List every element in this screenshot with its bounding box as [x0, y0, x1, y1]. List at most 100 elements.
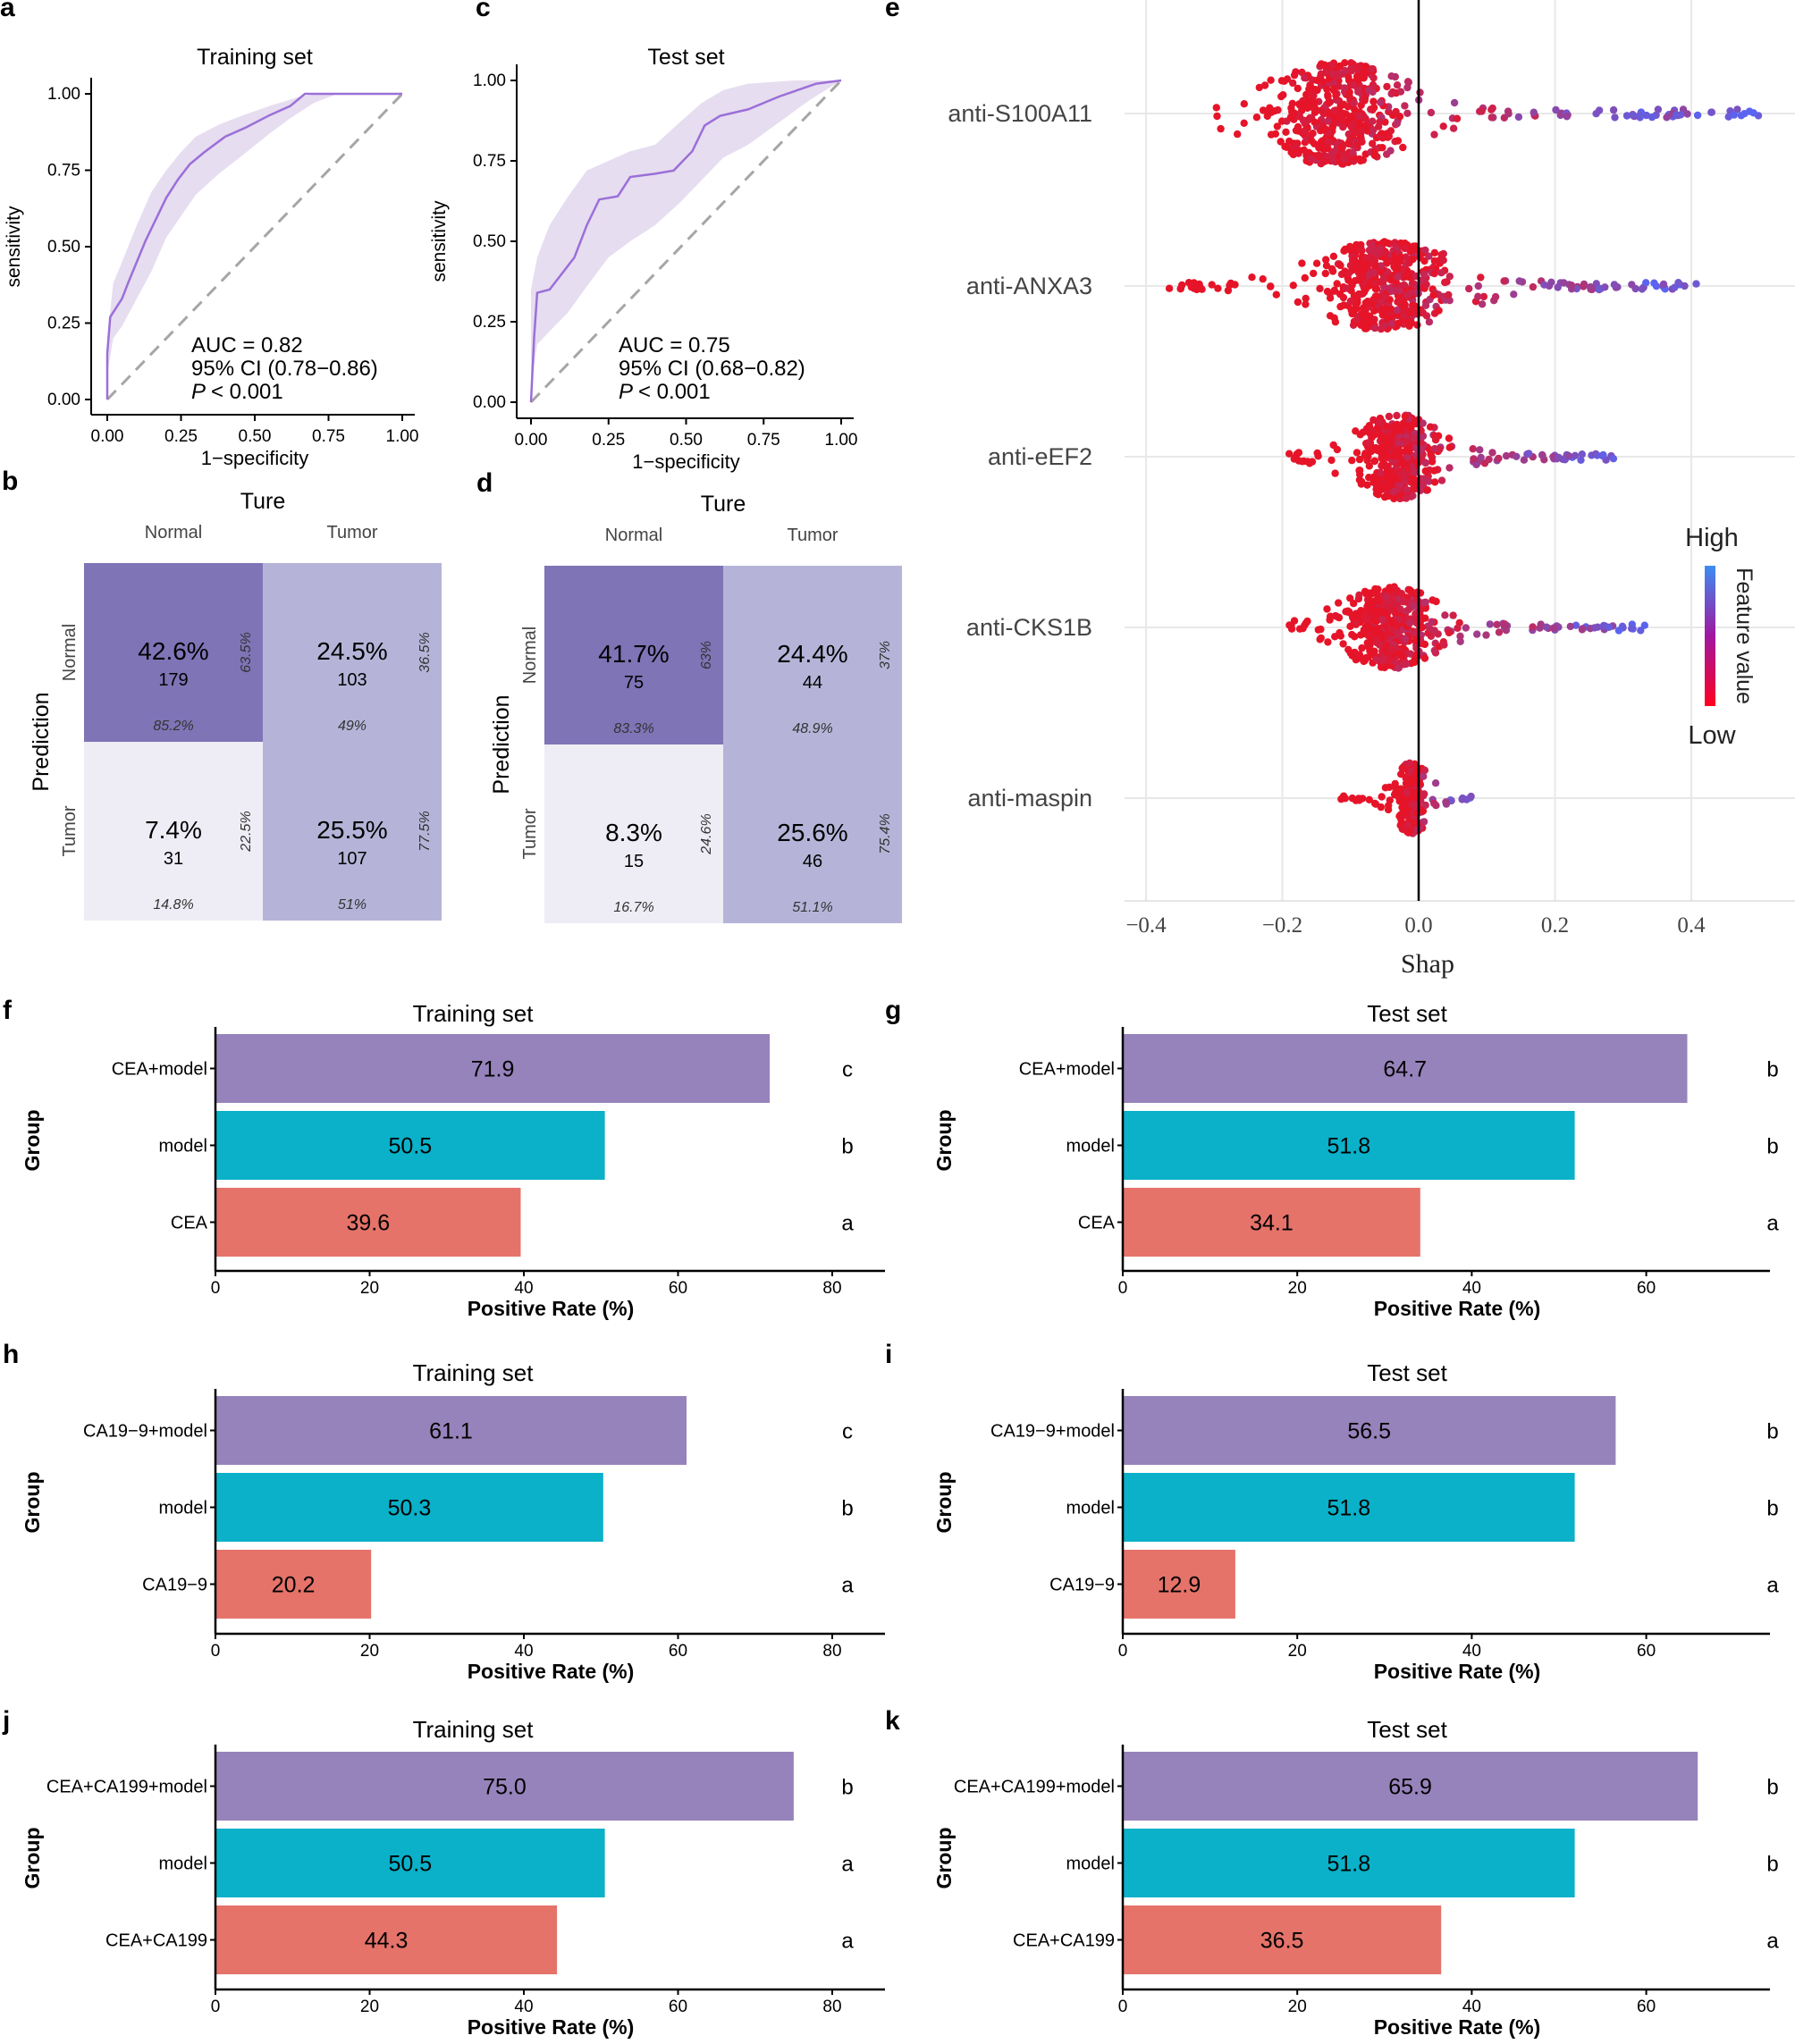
x-tick-label: 20 — [1288, 1998, 1307, 2016]
shap-dot — [1373, 292, 1382, 300]
shap-dot — [1407, 424, 1415, 432]
shap-dot — [1493, 620, 1501, 628]
shap-dot — [1419, 480, 1428, 489]
x-tick-label: 20 — [1288, 1642, 1307, 1661]
shap-dot — [1380, 608, 1388, 617]
significance-letter: c — [842, 1420, 853, 1444]
shap-dot — [1285, 621, 1294, 629]
shap-dot — [1376, 248, 1384, 257]
shap-dot — [1348, 612, 1357, 620]
shap-dot — [1356, 290, 1365, 299]
shap-dot — [1399, 596, 1408, 605]
significance-letter: a — [841, 1212, 854, 1236]
shap-dot — [1449, 124, 1458, 132]
shap-dot — [1404, 78, 1413, 87]
x-tick-label: 1.00 — [825, 431, 858, 450]
shap-dot — [1420, 257, 1428, 265]
shap-dot — [1301, 73, 1309, 82]
shap-dot — [1409, 255, 1417, 264]
shap-dot — [1267, 282, 1275, 290]
shap-dot — [1421, 467, 1429, 475]
shap-dot — [1502, 451, 1511, 460]
shap-dot — [1380, 293, 1389, 301]
shap-dot — [1403, 485, 1411, 494]
shap-dot — [1456, 637, 1464, 645]
shap-dot — [1580, 282, 1588, 290]
shap-dot — [1392, 107, 1400, 116]
cell-column-percent: 51.1% — [792, 900, 832, 915]
roc-ci-band — [531, 80, 841, 386]
x-tick-label: 80 — [822, 1279, 841, 1298]
shap-dot — [1409, 474, 1418, 483]
shap-dot — [1403, 465, 1412, 473]
bar — [1123, 1829, 1575, 1897]
y-axis-label: Group — [932, 1472, 956, 1534]
shap-dot — [1346, 622, 1354, 630]
value-label: 64.7 — [1383, 1057, 1427, 1082]
shap-dot — [1378, 793, 1386, 801]
significance-letter: a — [1766, 1574, 1779, 1598]
shap-dot — [1430, 257, 1439, 265]
shap-dot — [1488, 449, 1496, 457]
x-tick-label: −0.4 — [1125, 913, 1167, 938]
value-label: 36.5 — [1260, 1929, 1304, 1954]
chart-title: Training set — [413, 1716, 535, 1743]
legend-low-label: Low — [1688, 721, 1736, 750]
shap-dot — [1283, 143, 1291, 151]
shap-dot — [1456, 632, 1464, 640]
roc-curve — [105, 92, 402, 400]
shap-dot — [1425, 252, 1433, 260]
shap-dot — [1339, 149, 1347, 157]
panel-label-h: h — [3, 1340, 19, 1369]
shap-dot — [1350, 600, 1358, 608]
y-tick-label: 0.75 — [473, 152, 506, 171]
shap-dot — [1273, 122, 1282, 130]
y-axis-label: Group — [932, 1110, 956, 1172]
row-label: Tumor — [520, 808, 540, 859]
shap-dot — [1537, 620, 1545, 628]
shap-dot — [1383, 82, 1391, 91]
shap-dot — [1449, 611, 1457, 619]
shap-dot — [1432, 802, 1440, 810]
shap-dot — [1308, 137, 1316, 145]
shap-dot — [1610, 281, 1619, 289]
shap-dot — [1404, 605, 1412, 614]
shap-dot — [1302, 294, 1310, 303]
shap-dot — [1360, 657, 1368, 666]
bar — [1123, 1188, 1420, 1257]
category-label: CA19−9+model — [83, 1422, 207, 1442]
shap-dot — [1465, 284, 1473, 293]
shap-dot — [1224, 286, 1233, 295]
shap-dot — [1488, 104, 1496, 113]
shap-dot — [1302, 619, 1310, 627]
value-label: 50.5 — [388, 1852, 432, 1877]
category-label: CA19−9+model — [990, 1422, 1115, 1442]
shap-dot — [1622, 112, 1631, 120]
y-tick-label: 1.00 — [473, 71, 506, 90]
shap-dot — [1385, 412, 1394, 421]
significance-letter: c — [842, 1058, 853, 1082]
shap-dot — [1650, 279, 1658, 287]
shap-dot — [1450, 98, 1459, 107]
shap-dot — [1353, 122, 1361, 130]
category-label: model — [1066, 1499, 1115, 1518]
shap-dot — [1383, 452, 1391, 460]
matrix-cell — [263, 563, 442, 742]
shap-dot — [1387, 320, 1396, 328]
auc-annotation: AUC = 0.75 — [619, 333, 730, 357]
shap-dot — [1370, 324, 1379, 332]
shap-dot — [1400, 312, 1408, 320]
shap-dot — [1405, 586, 1414, 594]
shap-dot — [1406, 317, 1415, 325]
shap-dot — [1337, 144, 1345, 152]
shap-dot — [1396, 88, 1405, 96]
cell-column-percent: 16.7% — [613, 900, 653, 915]
bar-chart-h: Training set CA19−9+model 61.1 c model 50.3 b C… — [21, 1359, 885, 1683]
shap-dot — [1373, 446, 1382, 455]
shap-dot — [1295, 625, 1304, 633]
x-tick-label: 0.00 — [91, 427, 124, 446]
shap-dot — [1515, 277, 1523, 285]
shap-dot — [1353, 315, 1361, 324]
shap-dot — [1396, 605, 1404, 613]
shap-dot — [1344, 269, 1353, 277]
